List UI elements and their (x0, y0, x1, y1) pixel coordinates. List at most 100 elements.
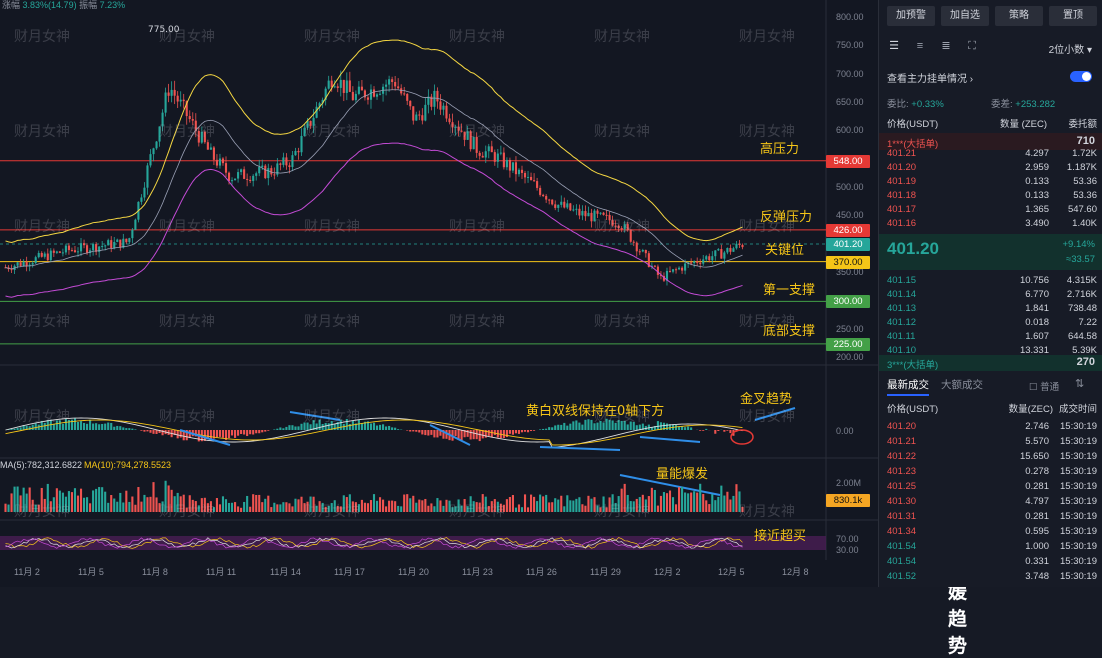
macd-bar (539, 429, 541, 430)
volume-bar (590, 499, 592, 512)
volume-bar (515, 508, 517, 512)
asks-only-icon[interactable]: ≣ (939, 40, 953, 52)
volume-bar (29, 487, 31, 512)
volume-bar (648, 496, 650, 512)
volume-tag: 830.1k (826, 494, 870, 507)
candle-body (433, 91, 435, 107)
macd-bar (207, 430, 209, 438)
candle-body (569, 203, 571, 210)
macd-bar (379, 425, 381, 430)
candle-body (213, 147, 215, 159)
macd-bar (436, 430, 438, 437)
candle-body (599, 213, 601, 214)
macd-bar (415, 430, 417, 432)
macd-bar (470, 430, 472, 439)
candle-body (421, 115, 423, 120)
volume-bar (726, 492, 728, 512)
volume-bar (376, 501, 378, 512)
macd-bar (122, 427, 124, 430)
price-tick: 450.00 (836, 210, 864, 220)
macd-bar (35, 423, 37, 430)
candle-body (26, 262, 28, 267)
volume-bar (403, 495, 405, 512)
macd-bar (624, 421, 626, 430)
volume-bar (467, 506, 469, 512)
boll-mid (6, 90, 743, 269)
macd-bar (391, 427, 393, 430)
candle-body (41, 253, 43, 257)
volume-bar (424, 499, 426, 512)
candle-body (107, 240, 109, 245)
candle-body (470, 131, 472, 149)
normal-filter[interactable]: ☐ 普通 (1029, 379, 1059, 393)
tab-big-trades[interactable]: 大额成交 (941, 377, 983, 392)
candle-body (612, 220, 614, 225)
macd-bar (44, 423, 46, 430)
expand-icon[interactable]: ⛶ (965, 40, 979, 52)
decimals-select[interactable]: 2位小数 ▾ (1049, 41, 1092, 56)
add-watchlist-button[interactable]: 加自选 (941, 6, 989, 26)
volume-bar (17, 487, 19, 512)
candle-body (316, 107, 318, 118)
volume-bar (397, 506, 399, 512)
top-info: 涨幅 3.83%(14.79) 振幅 7.23% (2, 0, 125, 11)
volume-bar (313, 497, 315, 512)
volume-bar (654, 490, 656, 512)
volume-bar (171, 490, 173, 512)
settings-icon[interactable]: ⇅ (1075, 377, 1084, 390)
add-alert-button[interactable]: 加预警 (887, 6, 935, 26)
volume-bar (714, 500, 716, 512)
volume-bar (340, 506, 342, 512)
volume-bar (137, 487, 139, 512)
candle-body (149, 154, 151, 165)
strategy-button[interactable]: 策略 (995, 6, 1043, 26)
main-orders-row[interactable]: 查看主力挂单情况 › (887, 70, 1097, 85)
volume-bar (702, 494, 704, 512)
macd-bar (569, 424, 571, 430)
macd-bar (473, 430, 475, 439)
both-sides-icon[interactable]: ☰ (887, 40, 901, 52)
price-chart[interactable] (0, 0, 878, 587)
macd-bar (729, 430, 731, 433)
candle-body (234, 179, 236, 181)
volume-bar (488, 506, 490, 512)
chart-area[interactable]: 涨幅 3.83%(14.79) 振幅 7.23% 财月女神财月女神财月女神财月女… (0, 0, 878, 587)
tab-latest-trades[interactable]: 最新成交 (887, 377, 929, 396)
candle-body (261, 166, 263, 167)
macd-bar (612, 420, 614, 430)
volume-bar (47, 484, 49, 512)
volume-bar (62, 493, 64, 512)
price-tick: 600.00 (836, 125, 864, 135)
candle-body (240, 169, 242, 172)
candle-body (533, 180, 535, 181)
macd-bar (602, 422, 604, 430)
main-orders-toggle[interactable] (1070, 71, 1092, 82)
annotation-first-support: 第一支撑 (763, 279, 815, 298)
candle-body (557, 205, 559, 208)
bids-only-icon[interactable]: ≡ (913, 40, 927, 52)
pin-button[interactable]: 置顶 (1049, 6, 1097, 26)
volume-bar (50, 501, 52, 512)
